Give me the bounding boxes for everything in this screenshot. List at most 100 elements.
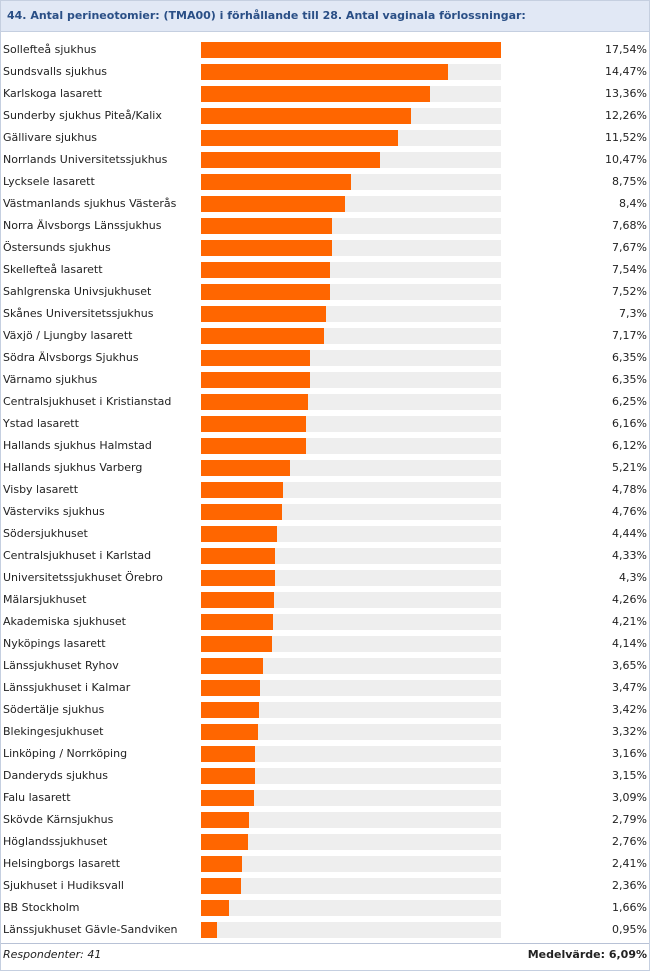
mean-value: Medelvärde: 6,09% bbox=[527, 948, 647, 961]
bar bbox=[201, 86, 430, 102]
category-label: Mälarsjukhuset bbox=[3, 593, 87, 606]
data-label: 3,15% bbox=[612, 769, 647, 782]
bar-row: Danderyds sjukhus 3,15% bbox=[1, 765, 649, 787]
bar bbox=[201, 548, 275, 564]
bar bbox=[201, 416, 306, 432]
category-label: Sahlgrenska Univsjukhuset bbox=[3, 285, 152, 298]
bar-track bbox=[201, 900, 501, 916]
bar bbox=[201, 64, 448, 80]
bar-row: Helsingborgs lasarett 2,41% bbox=[1, 853, 649, 875]
bar-row: Östersunds sjukhus 7,67% bbox=[1, 237, 649, 259]
bar-track bbox=[201, 86, 501, 102]
data-label: 7,3% bbox=[619, 307, 647, 320]
data-label: 17,54% bbox=[605, 43, 647, 56]
bar bbox=[201, 878, 241, 894]
bar-row: Norra Älvsborgs Länssjukhus 7,68% bbox=[1, 215, 649, 237]
bar-row: Södersjukhuset 4,44% bbox=[1, 523, 649, 545]
data-label: 1,66% bbox=[612, 901, 647, 914]
data-label: 7,67% bbox=[612, 241, 647, 254]
bar bbox=[201, 438, 306, 454]
bar bbox=[201, 680, 260, 696]
data-label: 2,41% bbox=[612, 857, 647, 870]
bar-row: Skellefteå lasarett 7,54% bbox=[1, 259, 649, 281]
data-label: 4,3% bbox=[619, 571, 647, 584]
data-label: 4,44% bbox=[612, 527, 647, 540]
category-label: Länssjukhuset Gävle-Sandviken bbox=[3, 923, 178, 936]
category-label: Blekingesjukhuset bbox=[3, 725, 104, 738]
category-label: Lycksele lasarett bbox=[3, 175, 95, 188]
bar-track bbox=[201, 570, 501, 586]
data-label: 3,65% bbox=[612, 659, 647, 672]
category-label: Sunderby sjukhus Piteå/Kalix bbox=[3, 109, 162, 122]
bar-row: Västerviks sjukhus 4,76% bbox=[1, 501, 649, 523]
data-label: 14,47% bbox=[605, 65, 647, 78]
bar bbox=[201, 570, 275, 586]
bar-row: Växjö / Ljungby lasarett 7,17% bbox=[1, 325, 649, 347]
data-label: 3,42% bbox=[612, 703, 647, 716]
bar-row: Falu lasarett 3,09% bbox=[1, 787, 649, 809]
bar-row: Ystad lasarett 6,16% bbox=[1, 413, 649, 435]
category-label: Höglandssjukhuset bbox=[3, 835, 108, 848]
bar-row: Sundsvalls sjukhus 14,47% bbox=[1, 61, 649, 83]
bar-row: Hallands sjukhus Varberg 5,21% bbox=[1, 457, 649, 479]
bar bbox=[201, 658, 263, 674]
category-label: Danderyds sjukhus bbox=[3, 769, 108, 782]
bar-row: Sahlgrenska Univsjukhuset 7,52% bbox=[1, 281, 649, 303]
bar-track bbox=[201, 680, 501, 696]
bar bbox=[201, 614, 273, 630]
data-label: 2,76% bbox=[612, 835, 647, 848]
bar-track bbox=[201, 240, 501, 256]
category-label: Gällivare sjukhus bbox=[3, 131, 98, 144]
bar-row: Västmanlands sjukhus Västerås 8,4% bbox=[1, 193, 649, 215]
data-label: 13,36% bbox=[605, 87, 647, 100]
bar bbox=[201, 42, 501, 58]
bar-track bbox=[201, 548, 501, 564]
bar bbox=[201, 372, 310, 388]
data-label: 7,68% bbox=[612, 219, 647, 232]
category-label: Karlskoga lasarett bbox=[3, 87, 102, 100]
data-label: 6,25% bbox=[612, 395, 647, 408]
bar bbox=[201, 240, 332, 256]
bar bbox=[201, 724, 258, 740]
bar-row: Lycksele lasarett 8,75% bbox=[1, 171, 649, 193]
data-label: 2,36% bbox=[612, 879, 647, 892]
bar bbox=[201, 108, 411, 124]
bar bbox=[201, 482, 283, 498]
bar-track bbox=[201, 130, 501, 146]
bar bbox=[201, 460, 290, 476]
bar-row: Höglandssjukhuset 2,76% bbox=[1, 831, 649, 853]
bar-row: Länssjukhuset i Kalmar 3,47% bbox=[1, 677, 649, 699]
data-label: 3,32% bbox=[612, 725, 647, 738]
category-label: Sollefteå sjukhus bbox=[3, 43, 97, 56]
bar-row: Skövde Kärnsjukhus 2,79% bbox=[1, 809, 649, 831]
bar-rows: Sollefteå sjukhus 17,54% Sundsvalls sjukhu… bbox=[1, 39, 649, 941]
bar-track bbox=[201, 702, 501, 718]
category-label: Centralsjukhuset i Karlstad bbox=[3, 549, 152, 562]
data-label: 4,76% bbox=[612, 505, 647, 518]
category-label: Norra Älvsborgs Länssjukhus bbox=[3, 219, 162, 232]
bar bbox=[201, 262, 330, 278]
category-label: Södersjukhuset bbox=[3, 527, 88, 540]
category-label: Södertälje sjukhus bbox=[3, 703, 105, 716]
bar-track bbox=[201, 64, 501, 80]
bar bbox=[201, 746, 255, 762]
data-label: 10,47% bbox=[605, 153, 647, 166]
bar-row: Skånes Universitetssjukhus 7,3% bbox=[1, 303, 649, 325]
bar bbox=[201, 130, 398, 146]
bar-track bbox=[201, 196, 501, 212]
data-label: 11,52% bbox=[605, 131, 647, 144]
category-label: BB Stockholm bbox=[3, 901, 80, 914]
bar bbox=[201, 152, 380, 168]
bar-track bbox=[201, 350, 501, 366]
category-label: Skellefteå lasarett bbox=[3, 263, 103, 276]
bar-row: Södertälje sjukhus 3,42% bbox=[1, 699, 649, 721]
chart-header: 44. Antal perineotomier: (TMA00) i förhå… bbox=[1, 1, 649, 32]
bar-track bbox=[201, 790, 501, 806]
category-label: Sjukhuset i Hudiksvall bbox=[3, 879, 124, 892]
data-label: 6,35% bbox=[612, 351, 647, 364]
category-label: Ystad lasarett bbox=[3, 417, 79, 430]
bar bbox=[201, 768, 255, 784]
data-label: 4,26% bbox=[612, 593, 647, 606]
data-label: 3,09% bbox=[612, 791, 647, 804]
bar-row: Linköping / Norrköping 3,16% bbox=[1, 743, 649, 765]
